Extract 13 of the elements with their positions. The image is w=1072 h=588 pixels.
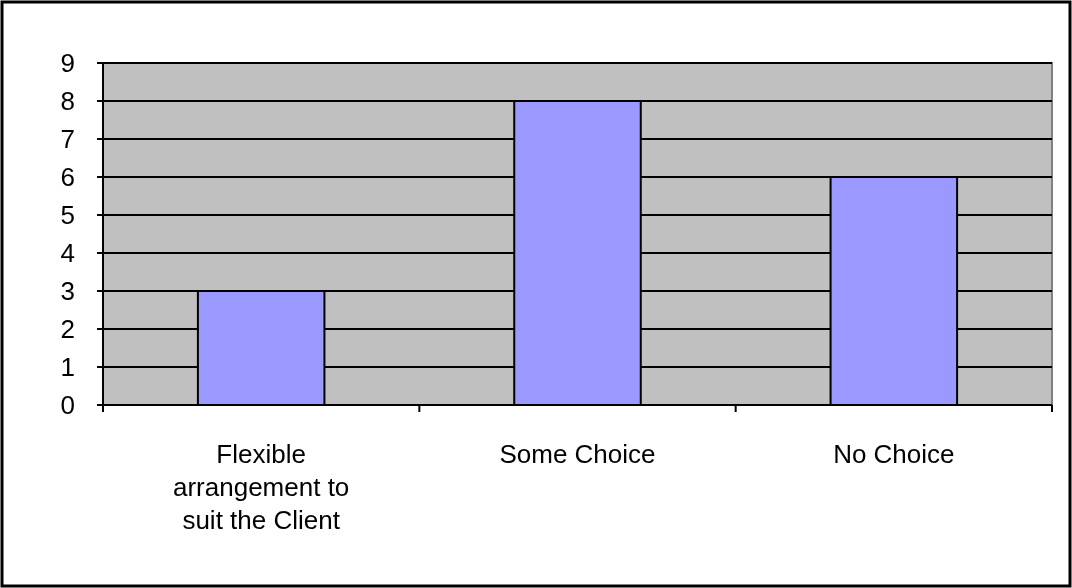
y-tick-label: 0 <box>60 390 75 421</box>
y-tick-label: 8 <box>60 86 75 117</box>
y-tick-label: 5 <box>60 200 75 231</box>
y-tick-label: 1 <box>60 352 75 383</box>
y-tick-label: 4 <box>60 238 75 269</box>
y-tick-label: 3 <box>60 276 75 307</box>
y-tick-label: 2 <box>60 314 75 345</box>
x-tick-label: Some Choice <box>499 439 656 469</box>
x-tick-label: No Choice <box>833 439 955 469</box>
y-tick-label: 7 <box>60 124 75 155</box>
x-tick-label: Flexible arrangement to suit the Client <box>173 439 350 535</box>
y-tick-label: 9 <box>60 48 75 79</box>
y-tick-label: 6 <box>60 162 75 193</box>
